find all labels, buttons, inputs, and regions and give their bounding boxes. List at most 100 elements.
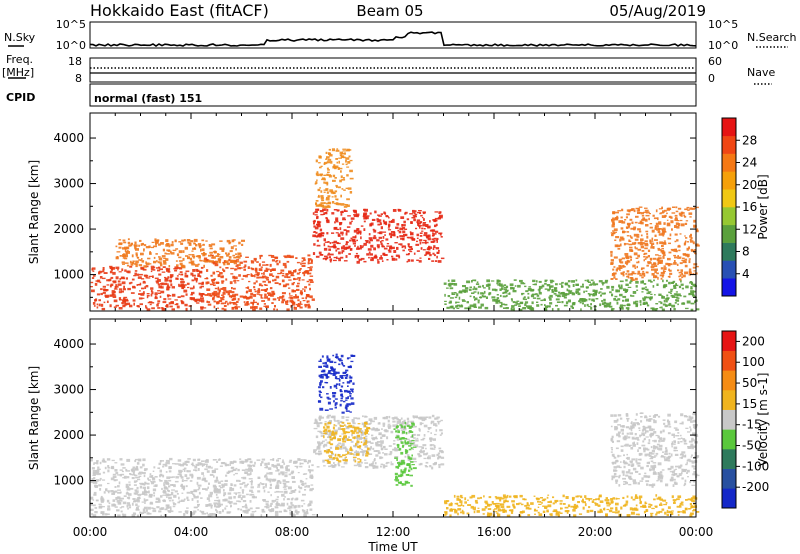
power-panel-cell	[227, 292, 231, 296]
velocity-panel-cell	[560, 512, 563, 514]
velocity-panel-cell	[112, 499, 116, 502]
power-panel-cell	[247, 303, 250, 306]
power-panel-cell	[315, 255, 320, 258]
power-panel-cell	[530, 294, 535, 298]
power-panel-cell	[469, 304, 474, 307]
power-panel-cell	[435, 247, 440, 250]
power-panel-cell	[365, 215, 370, 217]
velocity-panel-cell	[635, 513, 639, 516]
power-panel-cell	[260, 295, 263, 298]
power-panel-cell	[327, 171, 330, 174]
power-panel-cell	[328, 148, 331, 151]
velocity-panel-cell	[322, 440, 325, 443]
power-panel-cell	[202, 253, 206, 257]
velocity-panel-cell	[129, 487, 134, 490]
power-panel-cell	[269, 273, 273, 277]
velocity-panel-cell	[114, 490, 118, 493]
power-panel-cell	[231, 287, 233, 290]
power-panel-cell	[592, 284, 596, 286]
power-panel-cell	[340, 203, 345, 206]
power-panel-cell	[614, 244, 619, 248]
power-panel-cell	[670, 220, 674, 224]
power-panel-cell	[584, 304, 586, 307]
power-panel-cell	[138, 264, 143, 267]
power-panel-cell	[666, 294, 669, 297]
velocity-panel-cell	[645, 426, 649, 429]
velocity-panel-cell	[509, 495, 512, 498]
power-panel-cell	[323, 178, 326, 181]
velocity-panel-cell	[162, 465, 165, 468]
power-panel-cell	[649, 257, 653, 260]
power-panel-cell	[419, 211, 422, 214]
power-panel-cell	[575, 288, 580, 291]
velocity-panel-cell	[328, 433, 332, 437]
power-panel-cell	[138, 244, 141, 247]
power-panel-cell	[378, 236, 382, 239]
velocity-panel-cell	[128, 506, 132, 509]
power-panel-cell	[410, 248, 413, 250]
velocity-panel-cell	[386, 461, 390, 464]
velocity-panel-cell	[384, 465, 388, 467]
power-panel-cell	[267, 292, 271, 294]
power-panel-cell	[501, 287, 504, 290]
velocity-panel-cell	[351, 433, 353, 437]
velocity-panel-cell	[364, 425, 368, 428]
velocity-panel-cell	[324, 409, 329, 411]
velocity-panel-cell	[416, 434, 421, 437]
velocity-panel-cell	[239, 458, 242, 460]
power-panel-cell	[656, 283, 659, 286]
power-panel-cell	[145, 305, 147, 308]
power-panel-cell	[622, 304, 626, 307]
velocity-panel-cell	[112, 491, 116, 494]
velocity-panel-cell	[165, 487, 169, 489]
power-panel-cell	[642, 299, 646, 302]
power-panel-cell	[684, 215, 687, 218]
power-panel-cell	[144, 286, 147, 289]
velocity-panel-cell	[348, 377, 353, 379]
power-panel-cell	[503, 284, 507, 286]
power-panel-cell	[106, 289, 109, 291]
velocity-panel-cell	[250, 513, 255, 517]
velocity-panel-cell	[366, 450, 368, 453]
power-panel-cell	[92, 302, 96, 305]
power-panel-cell	[626, 259, 629, 263]
power-panel-cell	[174, 299, 178, 301]
power-panel-cell	[557, 295, 561, 298]
power-panel-cell	[399, 227, 403, 231]
velocity-panel-cell	[196, 500, 199, 503]
velocity-panel-cell	[338, 447, 343, 450]
velocity-panel-cell	[559, 500, 563, 502]
velocity-panel-cell	[554, 499, 559, 502]
velocity-panel-cell	[102, 512, 105, 516]
power-panel-cell	[450, 305, 454, 308]
power-panel-cell	[122, 253, 126, 256]
velocity-panel-cell	[364, 462, 369, 464]
velocity-panel-cell	[201, 512, 204, 515]
nsky-trace	[89, 31, 697, 47]
power-panel-cell	[692, 283, 696, 287]
power-panel-cell	[158, 257, 163, 261]
power-panel-cell	[110, 283, 114, 287]
velocity-panel-cell	[302, 482, 305, 486]
power-panel-cell	[278, 298, 280, 301]
velocity-panel-cell	[294, 509, 298, 513]
power-panel-cell	[223, 269, 226, 273]
power-panel-cell	[181, 301, 185, 305]
power-panel-cell	[685, 261, 687, 264]
power-panel-cell	[160, 286, 164, 289]
velocity-panel-cell	[373, 437, 377, 439]
power-panel-cell	[275, 275, 280, 279]
power-panel-cell	[312, 252, 316, 255]
power-panel-cell	[304, 286, 307, 289]
velocity-panel-cell	[345, 373, 349, 377]
velocity-panel-cell	[297, 472, 300, 474]
velocity-panel-cell	[174, 490, 178, 493]
velocity-panel-cell	[342, 438, 345, 441]
velocity-panel-cell	[415, 444, 419, 448]
power-panel-cell	[252, 308, 256, 311]
velocity-panel-cell	[118, 481, 121, 485]
power-panel-cell	[159, 261, 162, 265]
velocity-panel-cell	[133, 499, 138, 502]
velocity-panel-cell	[438, 465, 441, 469]
power-panel-cell	[554, 287, 558, 289]
